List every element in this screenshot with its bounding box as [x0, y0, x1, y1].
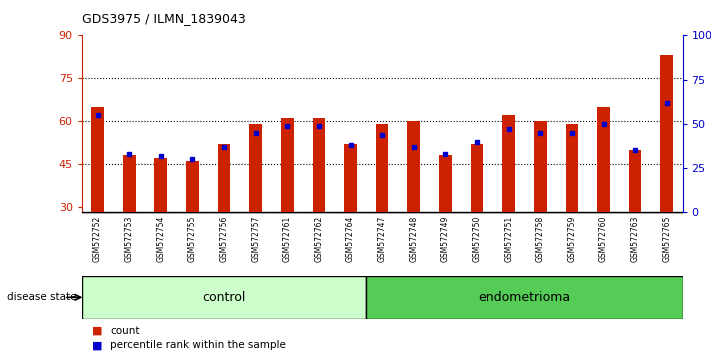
Bar	[661, 55, 673, 212]
Text: GSM572764: GSM572764	[346, 216, 355, 262]
Bar	[471, 144, 483, 212]
Bar	[123, 155, 136, 212]
Text: GSM572753: GSM572753	[124, 216, 134, 262]
Text: GSM572754: GSM572754	[156, 216, 166, 262]
Text: GSM572761: GSM572761	[283, 216, 292, 262]
Bar	[439, 155, 451, 212]
Text: GSM572751: GSM572751	[504, 216, 513, 262]
Bar	[250, 124, 262, 212]
Text: GSM572749: GSM572749	[441, 216, 450, 262]
Bar	[313, 118, 325, 212]
Bar	[565, 124, 578, 212]
Text: GDS3975 / ILMN_1839043: GDS3975 / ILMN_1839043	[82, 12, 245, 25]
Bar	[629, 150, 641, 212]
Text: control: control	[203, 291, 246, 304]
Text: GSM572747: GSM572747	[378, 216, 387, 262]
Text: GSM572752: GSM572752	[93, 216, 102, 262]
Text: endometrioma: endometrioma	[479, 291, 570, 304]
Text: GSM572759: GSM572759	[567, 216, 577, 262]
Bar	[154, 158, 167, 212]
Text: percentile rank within the sample: percentile rank within the sample	[110, 340, 286, 350]
Text: GSM572756: GSM572756	[220, 216, 228, 262]
Text: GSM572763: GSM572763	[631, 216, 640, 262]
Text: GSM572757: GSM572757	[251, 216, 260, 262]
Text: GSM572760: GSM572760	[599, 216, 608, 262]
Bar	[91, 107, 104, 212]
Text: GSM572758: GSM572758	[536, 216, 545, 262]
Bar	[82, 276, 366, 319]
Bar	[502, 115, 515, 212]
Text: disease state: disease state	[7, 292, 77, 302]
Bar	[218, 144, 230, 212]
Text: GSM572765: GSM572765	[662, 216, 671, 262]
Bar	[376, 124, 388, 212]
Bar	[186, 161, 199, 212]
Text: ■: ■	[92, 326, 103, 336]
Bar	[344, 144, 357, 212]
Text: GSM572755: GSM572755	[188, 216, 197, 262]
Bar	[407, 121, 420, 212]
Text: GSM572748: GSM572748	[410, 216, 418, 262]
Bar	[534, 121, 547, 212]
Text: count: count	[110, 326, 139, 336]
Bar	[281, 118, 294, 212]
Bar	[366, 276, 683, 319]
Text: GSM572750: GSM572750	[473, 216, 481, 262]
Text: ■: ■	[92, 340, 103, 350]
Bar	[597, 107, 610, 212]
Text: GSM572762: GSM572762	[314, 216, 324, 262]
